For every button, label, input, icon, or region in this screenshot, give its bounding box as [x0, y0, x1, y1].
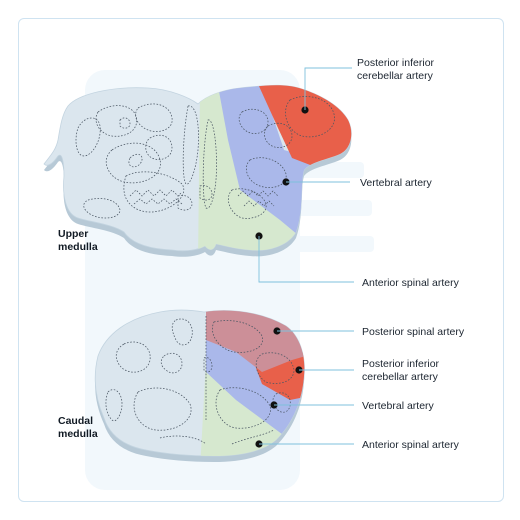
upper-medulla-label-line2: medulla	[58, 241, 98, 253]
caudal-anterior-spinal-label: Anterior spinal artery	[362, 439, 460, 451]
upper-vertebral-territory	[218, 85, 318, 240]
upper-pica-label-line1: Posterior inferior	[357, 57, 435, 69]
upper-anterior-spinal-territory	[198, 88, 300, 251]
caudal-pica-label-line1: Posterior inferior	[362, 358, 440, 370]
upper-anterior-spinal-label: Anterior spinal artery	[362, 277, 460, 289]
caudal-medulla-nuclei-outlines	[105, 316, 295, 445]
upper-medulla-inferior-olive-outline	[129, 189, 279, 207]
upper-anterior-spinal-annotation: Anterior spinal artery	[255, 232, 460, 289]
upper-medulla-section-label: Upper medulla	[58, 228, 98, 253]
caudal-medulla-label-line1: Caudal	[58, 415, 93, 427]
caudal-pica-annotation: Posterior inferior cerebellar artery	[295, 358, 440, 383]
caudal-pica-label-line2: cerebellar artery	[362, 371, 439, 383]
caudal-medulla-label-line2: medulla	[58, 428, 98, 440]
caudal-anterior-spinal-annotation: Anterior spinal artery	[255, 439, 460, 451]
upper-medulla-label-line1: Upper	[58, 228, 88, 240]
upper-pica-label-line2: cerebellar artery	[357, 70, 434, 82]
caudal-posterior-spinal-annotation: Posterior spinal artery	[273, 326, 465, 338]
caudal-vertebral-label: Vertebral artery	[362, 400, 435, 412]
upper-pica-territory	[258, 85, 352, 170]
upper-vertebral-annotation: Vertebral artery	[282, 177, 433, 189]
upper-medulla-section	[43, 84, 352, 257]
caudal-posterior-spinal-label: Posterior spinal artery	[362, 326, 465, 338]
upper-pica-annotation: Posterior inferior cerebellar artery	[301, 57, 435, 114]
upper-vertebral-label: Vertebral artery	[360, 177, 433, 189]
upper-medulla-nuclei-outlines	[75, 96, 335, 219]
caudal-vertebral-annotation: Vertebral artery	[270, 400, 435, 412]
caudal-medulla-section-label: Caudal medulla	[58, 415, 98, 440]
